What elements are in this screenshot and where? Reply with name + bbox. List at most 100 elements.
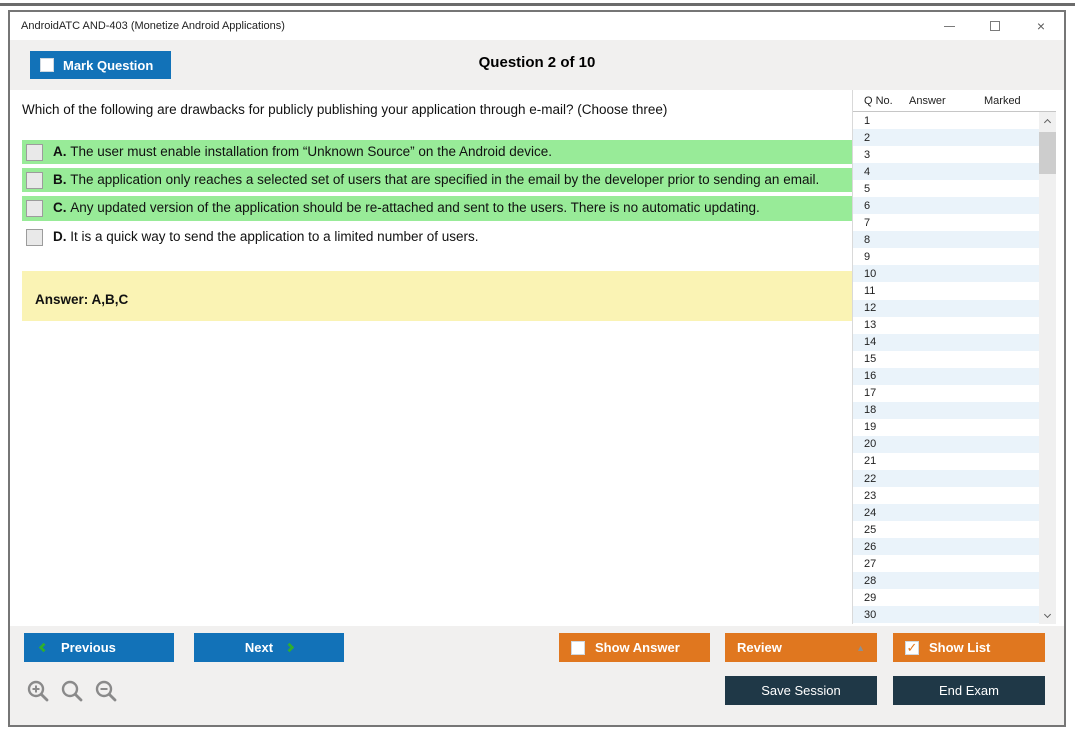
next-button[interactable]: Next [194,633,344,662]
option-b[interactable]: B. The application only reaches a select… [22,168,852,193]
chevron-right-icon [284,642,295,653]
row-qno: 24 [864,506,877,519]
question-list-row[interactable]: 10 [853,265,1039,283]
zoom-controls [26,679,119,704]
end-exam-button[interactable]: End Exam [893,676,1045,705]
maximize-icon [990,21,1000,31]
option-d[interactable]: D. It is a quick way to send the applica… [22,225,852,249]
mark-question-checkbox[interactable] [40,58,54,72]
question-list-row[interactable]: 20 [853,435,1039,453]
question-list-row[interactable]: 3 [853,146,1039,163]
question-list-row[interactable]: 1 [853,112,1039,129]
question-list-row[interactable]: 23 [853,487,1039,504]
review-button[interactable]: Review ▲ [725,633,877,662]
mark-question-button[interactable]: Mark Question [30,51,171,79]
question-list-row[interactable]: 24 [853,504,1039,522]
question-list-row[interactable]: 28 [853,572,1039,590]
end-exam-label: End Exam [939,683,999,698]
row-qno: 27 [864,557,877,570]
question-list-row[interactable]: 29 [853,589,1039,606]
zoom-out-button[interactable] [94,679,119,704]
row-qno: 13 [864,319,877,332]
show-list-button[interactable]: ✓ Show List [893,633,1045,662]
question-list-row[interactable]: 27 [853,555,1039,572]
show-answer-checkbox[interactable] [571,640,585,655]
question-list-row[interactable]: 16 [853,367,1039,385]
row-qno: 16 [864,370,877,383]
question-list-row[interactable]: 7 [853,214,1039,231]
row-qno: 2 [864,131,871,144]
question-list-scrollbar[interactable] [1039,112,1056,624]
save-session-button[interactable]: Save Session [725,676,877,705]
window-title: AndroidATC AND-403 (Monetize Android App… [21,20,285,32]
question-list-row[interactable]: 8 [853,231,1039,249]
option-c[interactable]: C. Any updated version of the applicatio… [22,196,852,221]
row-qno: 30 [864,608,877,621]
scroll-down-button[interactable] [1039,607,1056,624]
column-header-marked: Marked [984,94,1021,107]
show-list-checkbox[interactable]: ✓ [905,640,919,655]
option-checkbox[interactable] [26,144,43,161]
screen-top-edge [0,3,1075,6]
option-checkbox[interactable] [26,228,43,246]
chevron-left-icon [38,642,49,653]
show-answer-button[interactable]: Show Answer [559,633,710,662]
question-list-row[interactable]: 19 [853,419,1039,436]
row-qno: 23 [864,489,877,502]
row-qno: 4 [864,165,871,178]
row-qno: 26 [864,540,877,553]
question-list-row[interactable]: 17 [853,385,1039,402]
save-session-label: Save Session [761,683,841,698]
maximize-button[interactable] [972,12,1018,40]
question-list-row[interactable]: 25 [853,521,1039,538]
question-list-row[interactable]: 11 [853,282,1039,299]
zoom-in-button[interactable] [26,679,51,704]
minimize-icon [943,25,955,27]
zoom-reset-button[interactable] [60,679,85,704]
answer-box: Answer: A,B,C [22,270,852,321]
column-header-answer: Answer [909,94,946,107]
header-strip: Question 2 of 10 Mark Question [10,40,1064,90]
close-button[interactable]: × [1018,12,1064,40]
question-list-row[interactable]: 13 [853,317,1039,334]
question-list-header: Q No. Answer Marked [853,90,1056,112]
scrollbar-thumb[interactable] [1039,132,1056,174]
question-list-row[interactable]: 9 [853,248,1039,265]
question-list-row[interactable]: 2 [853,129,1039,147]
option-text: B. The application only reaches a select… [53,172,820,188]
show-list-label: Show List [929,640,991,655]
question-list-row[interactable]: 5 [853,180,1039,197]
options-list: A. The user must enable installation fro… [22,140,852,249]
option-checkbox[interactable] [26,172,43,190]
previous-button[interactable]: Previous [24,633,174,662]
row-qno: 25 [864,523,877,536]
question-list-row[interactable]: 18 [853,401,1039,419]
row-qno: 14 [864,336,877,349]
minimize-button[interactable] [926,12,972,40]
scroll-up-button[interactable] [1039,112,1056,129]
option-a[interactable]: A. The user must enable installation fro… [22,140,852,165]
footer-bar: Previous Next Show Answer Review ▲ ✓ Sho… [10,626,1064,725]
question-list-row[interactable]: 21 [853,453,1039,470]
dropdown-arrow-icon: ▲ [856,642,865,653]
question-list-row[interactable]: 30 [853,606,1039,624]
title-bar: AndroidATC AND-403 (Monetize Android App… [10,12,1064,40]
row-qno: 18 [864,404,877,417]
option-checkbox[interactable] [26,200,43,218]
question-list-row[interactable]: 26 [853,538,1039,556]
row-qno: 20 [864,438,877,451]
close-icon: × [1036,18,1046,34]
row-qno: 7 [864,216,871,229]
row-qno: 21 [864,455,877,468]
question-list-row[interactable]: 14 [853,333,1039,351]
question-list-row[interactable]: 15 [853,351,1039,368]
question-list-row[interactable]: 12 [853,299,1039,317]
row-qno: 15 [864,353,877,366]
question-counter: Question 2 of 10 [478,54,596,71]
question-list-row[interactable]: 6 [853,197,1039,215]
question-list-row[interactable]: 22 [853,469,1039,488]
row-qno: 28 [864,574,877,587]
question-list-row[interactable]: 4 [853,163,1039,181]
checkmark-icon: ✓ [906,640,918,655]
row-qno: 29 [864,591,877,604]
